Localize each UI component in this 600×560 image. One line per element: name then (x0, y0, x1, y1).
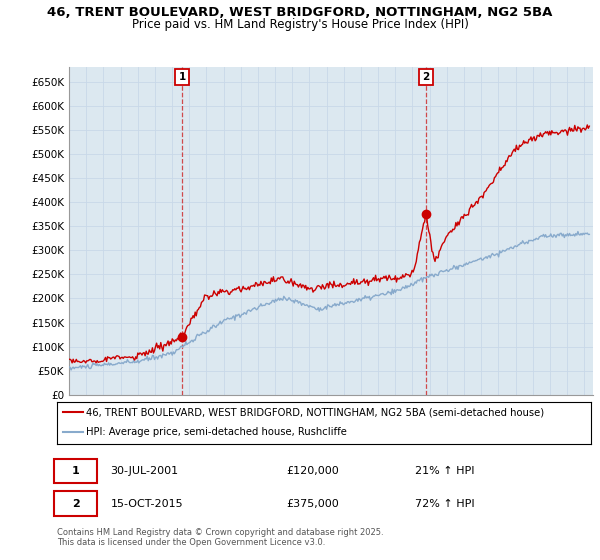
Text: 2: 2 (422, 72, 430, 82)
Text: 72% ↑ HPI: 72% ↑ HPI (415, 499, 475, 509)
Text: £120,000: £120,000 (287, 466, 340, 476)
Text: 1: 1 (72, 466, 80, 476)
Text: £375,000: £375,000 (287, 499, 340, 509)
Text: Contains HM Land Registry data © Crown copyright and database right 2025.
This d: Contains HM Land Registry data © Crown c… (57, 528, 383, 548)
Text: 46, TRENT BOULEVARD, WEST BRIDGFORD, NOTTINGHAM, NG2 5BA (semi-detached house): 46, TRENT BOULEVARD, WEST BRIDGFORD, NOT… (86, 407, 544, 417)
Text: Price paid vs. HM Land Registry's House Price Index (HPI): Price paid vs. HM Land Registry's House … (131, 18, 469, 31)
Text: 15-OCT-2015: 15-OCT-2015 (110, 499, 183, 509)
Text: 46, TRENT BOULEVARD, WEST BRIDGFORD, NOTTINGHAM, NG2 5BA: 46, TRENT BOULEVARD, WEST BRIDGFORD, NOT… (47, 6, 553, 18)
FancyBboxPatch shape (55, 459, 97, 483)
Text: 30-JUL-2001: 30-JUL-2001 (110, 466, 179, 476)
Text: 21% ↑ HPI: 21% ↑ HPI (415, 466, 474, 476)
Text: HPI: Average price, semi-detached house, Rushcliffe: HPI: Average price, semi-detached house,… (86, 427, 347, 437)
FancyBboxPatch shape (55, 492, 97, 516)
Text: 1: 1 (178, 72, 185, 82)
Text: 2: 2 (72, 499, 80, 509)
